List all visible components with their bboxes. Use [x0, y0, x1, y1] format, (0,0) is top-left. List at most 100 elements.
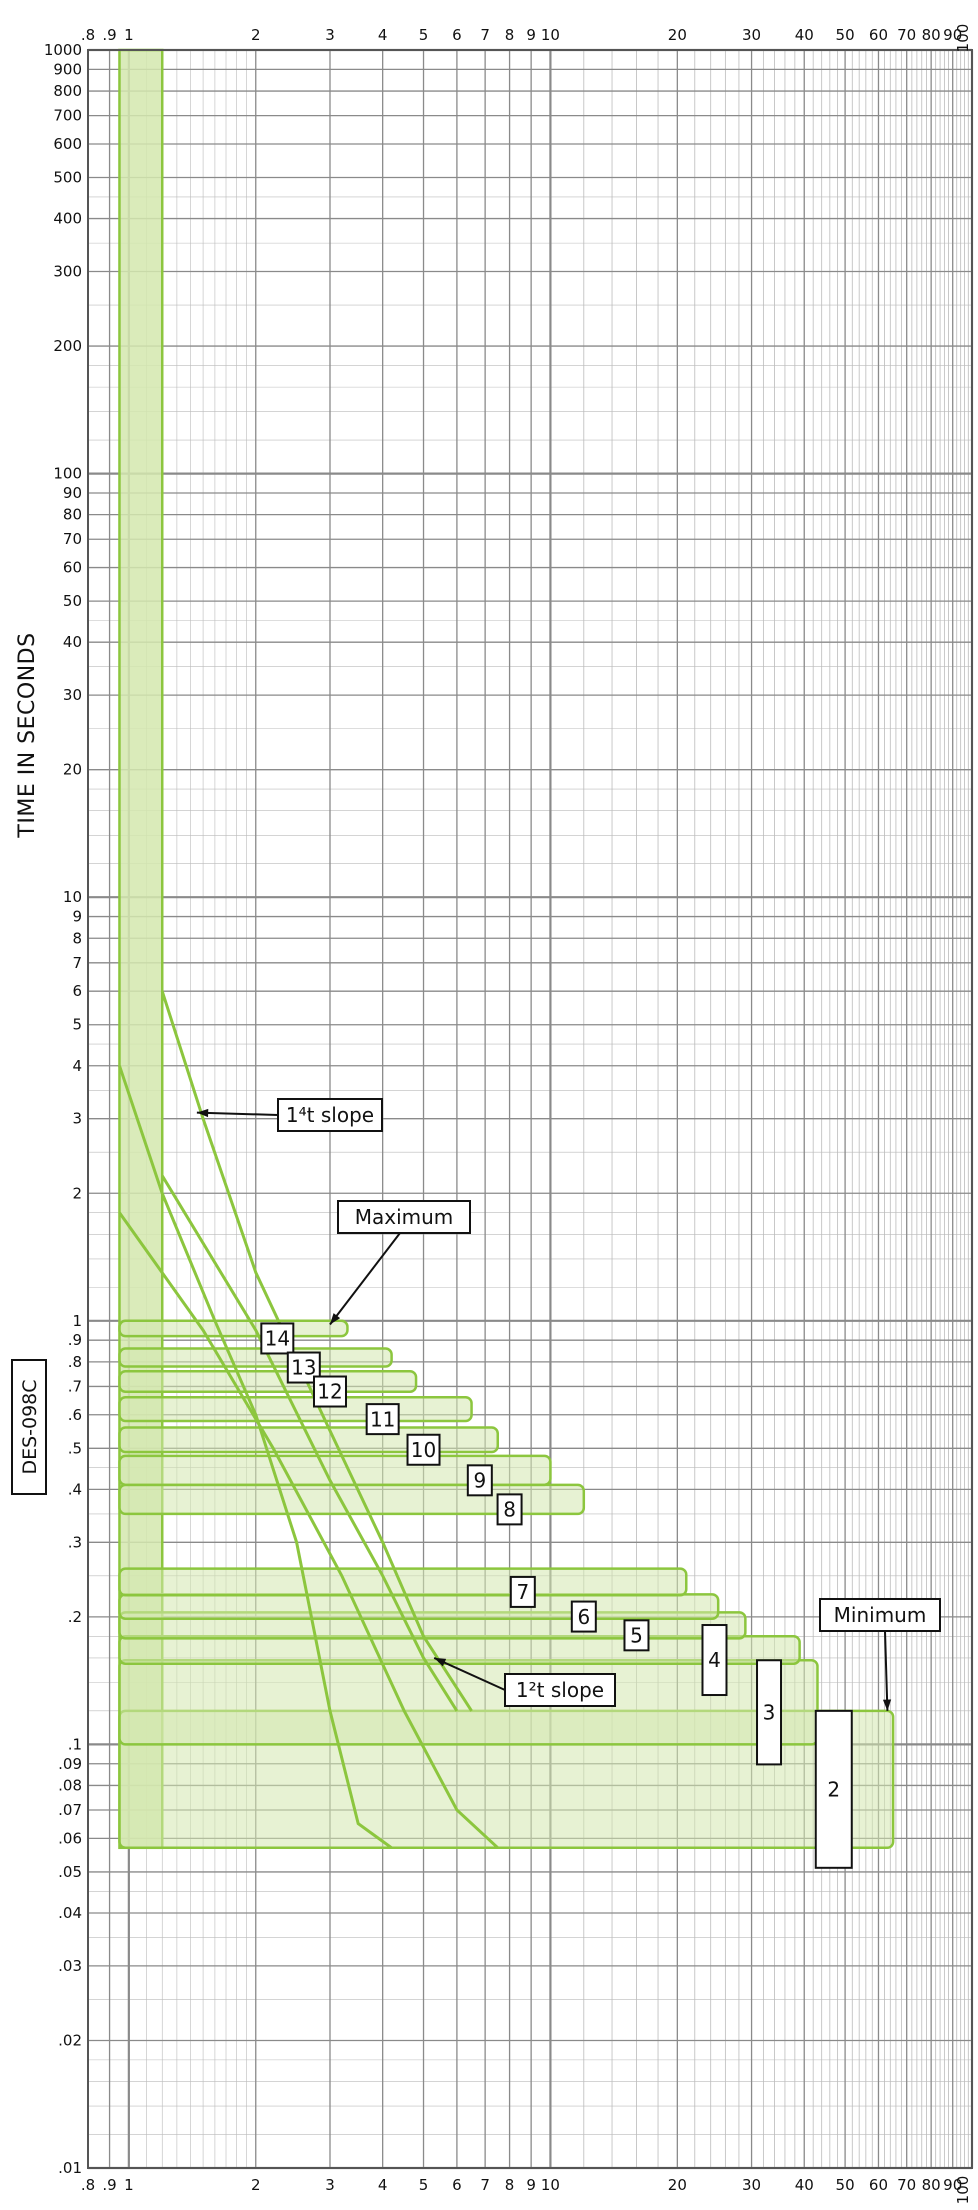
y-tick-label: 40: [63, 633, 82, 651]
band-areas: [118, 48, 895, 1850]
y-tick-label: .03: [58, 1957, 82, 1975]
maximum-arrow: [329, 1232, 401, 1326]
band-3-label-box: [756, 1659, 783, 1766]
x-tick-label-bottom: 2: [251, 2176, 261, 2194]
side-code: DES-098C: [19, 1379, 41, 1474]
slope-curve-1: [160, 990, 473, 1712]
x-tick-label-top: 10: [541, 26, 560, 44]
x-tick-label-top: .8: [81, 26, 95, 44]
x-tick-label-bottom: .9: [102, 2176, 116, 2194]
slope-1-2t-label: 1²t slope: [516, 1678, 604, 1702]
band-9-area: [118, 1454, 552, 1487]
y-tick-label: 50: [63, 592, 82, 610]
band-11-label: 11: [370, 1407, 395, 1431]
slope-1-4t-arrow-head: [196, 1108, 209, 1118]
band-4-label: 4: [708, 1648, 721, 1672]
y-tick-label: 400: [53, 210, 82, 228]
y-tick-label: 100: [53, 465, 82, 483]
y-tick-label: .4: [68, 1480, 82, 1498]
x-tick-label-bottom: 80: [922, 2176, 941, 2194]
plot-border: [87, 49, 973, 2169]
y-tick-label: .07: [58, 1801, 82, 1819]
band-10-label-box: [406, 1433, 441, 1466]
band-10-label: 10: [411, 1438, 436, 1462]
x-tick-label-top: .9: [102, 26, 116, 44]
slope-1-2t-arrow: [433, 1657, 506, 1691]
x-tick-label-top: 3: [325, 26, 335, 44]
x-tick-label-top: 1: [124, 26, 134, 44]
slope-curve-3: [160, 1174, 459, 1712]
band-3-label: 3: [763, 1701, 776, 1725]
y-tick-label: 30: [63, 686, 82, 704]
y-tick-label: 20: [63, 761, 82, 779]
y-axis-label: TIME IN SECONDS: [15, 632, 40, 838]
x-tick-label-top: 20: [668, 26, 687, 44]
x-tick-label-top: 8: [505, 26, 515, 44]
x-tick-label-bottom: 5: [419, 2176, 429, 2194]
y-tick-label: 90: [63, 484, 82, 502]
band-13-label: 13: [291, 1356, 316, 1380]
x-tick-label-top: 50: [836, 26, 855, 44]
slope-1-4t-arrow: [196, 1111, 279, 1116]
y-tick-label: 10: [63, 888, 82, 906]
x-tick-label-top: 30: [742, 26, 761, 44]
y-tick-label: .02: [58, 2031, 82, 2049]
y-tick-label: 2: [72, 1184, 82, 1202]
y-tick-label: .06: [58, 1829, 82, 1847]
band-9-label-box: [466, 1464, 493, 1497]
x-tick-label-bottom: 30: [742, 2176, 761, 2194]
x-tick-label-bottom: 3: [325, 2176, 335, 2194]
pickup-band: [118, 48, 164, 1850]
x-tick-label-bottom: 40: [795, 2176, 814, 2194]
minimum-arrow-head: [882, 1699, 892, 1711]
y-tick-label: .01: [58, 2159, 82, 2177]
y-tick-label: .09: [58, 1755, 82, 1773]
slope-curves: [118, 990, 499, 1850]
y-tick-label: 80: [63, 506, 82, 524]
y-tick-label: .2: [68, 1608, 82, 1626]
slope-curve-4: [118, 1211, 499, 1849]
y-tick-label: .6: [68, 1406, 82, 1424]
x-tick-label-top: 100: [954, 24, 972, 53]
band-14-label-box: [260, 1322, 295, 1355]
y-tick-label: 900: [53, 60, 82, 78]
band-12-label-box: [312, 1375, 347, 1408]
y-tick-label: .8: [68, 1353, 82, 1371]
y-tick-label: 7: [72, 954, 82, 972]
y-tick-label: 500: [53, 169, 82, 187]
maximum-arrow-head: [329, 1313, 341, 1325]
y-tick-label: .3: [68, 1533, 82, 1551]
y-tick-label: 8: [72, 929, 82, 947]
y-tick-label: .9: [68, 1331, 82, 1349]
band-7-label-box: [509, 1575, 536, 1608]
y-tick-label: 3: [72, 1110, 82, 1128]
x-tick-label-bottom: .8: [81, 2176, 95, 2194]
band-4-label-box: [701, 1624, 728, 1697]
band-12-label: 12: [317, 1380, 342, 1404]
x-tick-label-bottom: 7: [480, 2176, 490, 2194]
band-14-area: [118, 1319, 349, 1338]
y-tick-label: 300: [53, 262, 82, 280]
band-2-label: 2: [827, 1778, 840, 1802]
band-12-area: [118, 1370, 418, 1393]
y-tick-label: 70: [63, 530, 82, 548]
slope-1-2t-label-box: [504, 1673, 616, 1707]
x-tick-label-bottom: 10: [541, 2176, 560, 2194]
y-tick-label: 60: [63, 559, 82, 577]
slope-1-4t-label-box: [277, 1098, 383, 1132]
band-6-label-box: [570, 1600, 597, 1633]
plot-frame: [87, 49, 973, 2169]
y-tick-label: .05: [58, 1863, 82, 1881]
band-13-area: [118, 1347, 393, 1368]
x-tick-label-top: 9: [526, 26, 536, 44]
y-tick-label: 1: [72, 1312, 82, 1330]
x-tick-label-top: 70: [897, 26, 916, 44]
band-14-label: 14: [265, 1327, 290, 1351]
side-code-box: DES-098C: [11, 1359, 47, 1495]
y-tick-label: .1: [68, 1735, 82, 1753]
x-tick-label-bottom: 6: [452, 2176, 462, 2194]
minimum-label: Minimum: [834, 1603, 927, 1627]
slope-1-4t-label: 1⁴t slope: [286, 1103, 374, 1127]
